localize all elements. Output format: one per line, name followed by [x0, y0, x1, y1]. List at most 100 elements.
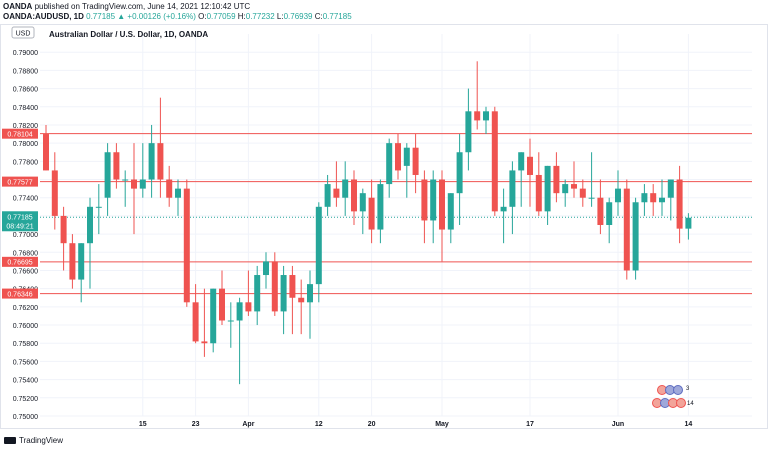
- candle-body[interactable]: [359, 193, 366, 212]
- candle-body[interactable]: [641, 193, 648, 203]
- candle-body[interactable]: [60, 215, 67, 244]
- candle-body[interactable]: [166, 179, 173, 198]
- candle-body[interactable]: [395, 143, 401, 171]
- candle-body[interactable]: [95, 206, 102, 208]
- candle-body[interactable]: [210, 288, 217, 344]
- candle-body[interactable]: [254, 275, 261, 312]
- candle-body[interactable]: [412, 147, 419, 175]
- candle-body[interactable]: [447, 193, 454, 230]
- x-tick-label: 20: [368, 421, 376, 428]
- candle-body[interactable]: [333, 188, 340, 198]
- candle-body[interactable]: [421, 179, 428, 221]
- candle-body[interactable]: [544, 165, 551, 212]
- candle-body[interactable]: [650, 193, 657, 203]
- candle-body[interactable]: [271, 261, 278, 312]
- candle-body[interactable]: [78, 243, 85, 280]
- event-flag-icon[interactable]: [676, 398, 686, 408]
- candle-body[interactable]: [122, 179, 129, 181]
- candle-body[interactable]: [183, 188, 190, 303]
- y-tick-label: 0.75200: [13, 396, 38, 403]
- x-tick-label: Apr: [242, 421, 254, 428]
- candle-body[interactable]: [148, 143, 155, 180]
- candle-body[interactable]: [597, 197, 604, 225]
- publish-info: published on TradingView.com, June 14, 2…: [34, 2, 251, 11]
- candle-body[interactable]: [69, 243, 76, 280]
- candle-body[interactable]: [131, 179, 137, 189]
- candle-body[interactable]: [289, 275, 296, 298]
- candle-body[interactable]: [377, 184, 384, 230]
- candle-body[interactable]: [219, 288, 225, 321]
- candle-body[interactable]: [139, 179, 146, 189]
- candle-body[interactable]: [606, 202, 613, 225]
- symbol-name: OANDA:AUDUSD, 1D: [3, 12, 84, 21]
- candle-body[interactable]: [632, 202, 639, 271]
- level-price-label: 0.76695: [7, 260, 32, 267]
- y-tick-label: 0.75800: [13, 341, 38, 348]
- candle-body[interactable]: [403, 147, 410, 166]
- candle-body[interactable]: [227, 320, 234, 322]
- candle-body[interactable]: [579, 188, 586, 198]
- candle-body[interactable]: [474, 111, 481, 121]
- ohlc-low-label: L:: [276, 12, 284, 21]
- candle-body[interactable]: [659, 197, 665, 203]
- candle-body[interactable]: [535, 174, 542, 212]
- candle-body[interactable]: [386, 143, 393, 185]
- candle-body[interactable]: [500, 206, 507, 212]
- candle-body[interactable]: [87, 206, 93, 244]
- candle-body[interactable]: [51, 170, 58, 216]
- candle-body[interactable]: [527, 156, 533, 175]
- y-tick-label: 0.78000: [13, 141, 38, 148]
- y-tick-label: 0.75600: [13, 359, 38, 366]
- y-tick-label: 0.78600: [13, 87, 38, 94]
- event-flag-icon[interactable]: [673, 385, 683, 395]
- candle-body[interactable]: [201, 341, 208, 344]
- current-price-label: 0.77185: [7, 214, 32, 221]
- level-price-label: 0.77577: [7, 179, 32, 186]
- candle-body[interactable]: [298, 297, 305, 303]
- events-marker[interactable]: 3 14: [652, 385, 695, 408]
- candle-body[interactable]: [571, 184, 577, 189]
- candle-body[interactable]: [192, 302, 199, 342]
- candle-body[interactable]: [430, 179, 437, 221]
- y-tick-label: 0.78200: [13, 123, 38, 130]
- candle-body[interactable]: [368, 197, 375, 230]
- y-tick-label: 0.76200: [13, 305, 38, 312]
- candle-body[interactable]: [351, 179, 357, 212]
- event-count: 14: [687, 401, 694, 407]
- candle-body[interactable]: [245, 302, 252, 312]
- candle-body[interactable]: [113, 152, 120, 180]
- candle-body[interactable]: [324, 184, 331, 207]
- candle-body[interactable]: [667, 179, 674, 198]
- candle-body[interactable]: [307, 284, 313, 303]
- y-tick-label: 0.78400: [13, 105, 38, 112]
- candle-body[interactable]: [465, 111, 472, 153]
- candle-body[interactable]: [623, 188, 630, 271]
- candle-body[interactable]: [104, 152, 111, 198]
- candle-body[interactable]: [280, 275, 287, 312]
- candle-body[interactable]: [175, 188, 181, 198]
- candle-body[interactable]: [342, 179, 349, 198]
- candle-body[interactable]: [509, 170, 516, 207]
- candle-body[interactable]: [157, 143, 164, 180]
- candle-body[interactable]: [483, 111, 489, 121]
- candle-body[interactable]: [439, 179, 445, 230]
- candle-body[interactable]: [518, 152, 525, 171]
- candle-body[interactable]: [685, 217, 692, 229]
- x-tick-label: 14: [685, 421, 693, 428]
- candle-body[interactable]: [588, 197, 595, 199]
- candle-body[interactable]: [263, 261, 269, 276]
- level-price-tag: [2, 128, 38, 139]
- candle-body[interactable]: [315, 206, 322, 285]
- price-chart[interactable]: 0.79000 0.78800 0.78600 0.78400 0.78200 0.780…: [0, 24, 768, 429]
- candle-body[interactable]: [236, 302, 243, 321]
- candle-body[interactable]: [43, 134, 49, 171]
- candle-body[interactable]: [615, 188, 621, 203]
- candle-body[interactable]: [491, 111, 498, 212]
- x-tick-label: 23: [192, 421, 200, 428]
- candle-body[interactable]: [553, 165, 560, 194]
- symbol-line: OANDA:AUDUSD, 1D 0.77185 ▲ +0.00126 (+0.…: [3, 12, 352, 21]
- currency-label: USD: [16, 31, 31, 38]
- candle-body[interactable]: [456, 152, 463, 194]
- candle-body[interactable]: [676, 179, 683, 229]
- candle-body[interactable]: [562, 184, 569, 194]
